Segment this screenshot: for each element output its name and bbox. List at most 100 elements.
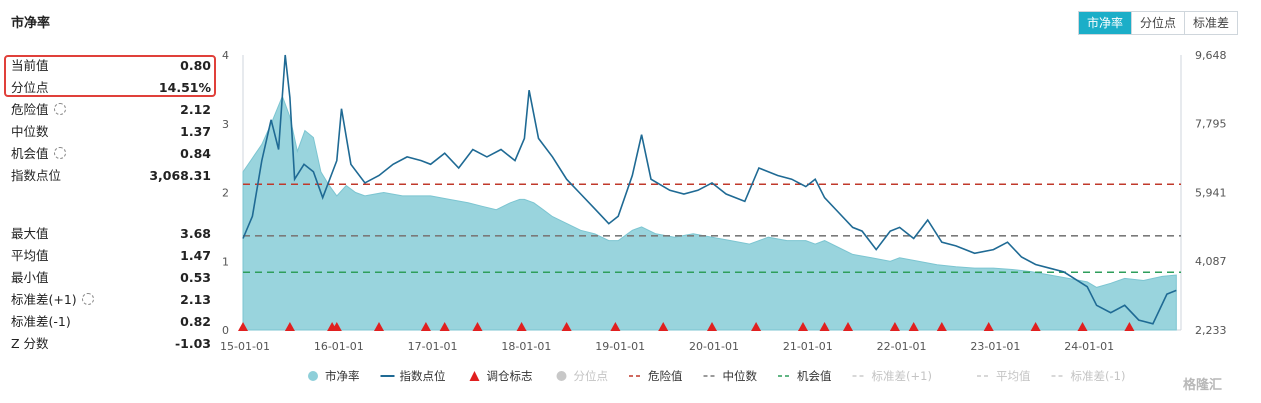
stat-std-minus: 标准差(-1) 0.82 (11, 312, 211, 332)
stat-std-plus: 标准差(+1) 2.13 (11, 290, 211, 310)
x-axis-tick-label: 22-01-01 (877, 340, 927, 353)
x-axis-tick-label: 20-01-01 (689, 340, 739, 353)
stat-danger-value: 危险值 2.12 (11, 100, 211, 120)
rebalance-marker (284, 322, 295, 331)
stat-value: 1.47 (180, 248, 211, 263)
stat-label: 危险值 (11, 102, 49, 117)
rebalance-marker (936, 322, 947, 331)
stat-current-value: 当前值 0.80 (11, 56, 211, 76)
rebalance-marker (1124, 322, 1135, 331)
stat-label: 机会值 (11, 146, 49, 161)
legend-marker (469, 371, 480, 381)
rebalance-marker (374, 322, 385, 331)
left-axis-tick-label: 4 (222, 49, 229, 62)
tab-pb[interactable]: 市净率 (1079, 12, 1132, 34)
legend-marker (556, 371, 567, 381)
x-axis-tick-label: 21-01-01 (783, 340, 833, 353)
rebalance-marker (819, 322, 830, 331)
x-axis-tick-label: 24-01-01 (1064, 340, 1114, 353)
x-axis-tick-label: 19-01-01 (595, 340, 645, 353)
legend-label: 市净率 (325, 369, 360, 383)
right-axis-tick-label: 5,941 (1195, 186, 1227, 199)
left-axis-tick-label: 2 (222, 187, 229, 200)
gear-icon[interactable] (81, 293, 94, 305)
legend-label: 标准差(+1) (872, 369, 932, 383)
rebalance-marker (516, 322, 527, 331)
tab-percentile[interactable]: 分位点 (1131, 12, 1185, 34)
stat-value: 2.12 (180, 102, 211, 117)
gear-icon[interactable] (53, 103, 66, 115)
stat-label: 指数点位 (11, 168, 62, 183)
stat-label: 分位点 (11, 80, 49, 95)
stat-value: 3.68 (180, 226, 211, 241)
stat-label: 当前值 (11, 58, 49, 73)
right-axis-tick-label: 2,233 (1195, 324, 1227, 337)
stat-value: 2.13 (180, 292, 211, 307)
stat-value: 1.37 (180, 124, 211, 139)
rebalance-marker (420, 322, 431, 331)
stat-max: 最大值 3.68 (11, 224, 211, 244)
left-axis-tick-label: 1 (222, 255, 229, 268)
stat-value: 3,068.31 (149, 168, 211, 183)
tab-std-dev[interactable]: 标准差 (1184, 12, 1238, 34)
stats-panel: 当前值 0.80 分位点 14.51% 危险值 2.12 中位数 1.37 机会… (0, 0, 220, 403)
stat-min: 最小值 0.53 (11, 268, 211, 288)
stat-label: 最小值 (11, 270, 49, 285)
rebalance-marker (751, 322, 762, 331)
rebalance-marker (439, 322, 450, 331)
stat-percentile: 分位点 14.51% (11, 78, 211, 98)
rebalance-marker (561, 322, 572, 331)
x-axis-tick-label: 17-01-01 (408, 340, 458, 353)
stat-index-level: 指数点位 3,068.31 (11, 166, 211, 186)
left-axis-tick-label: 3 (222, 118, 229, 131)
legend-label: 分位点 (574, 369, 609, 383)
current-value-highlight (4, 55, 216, 97)
stat-value: -1.03 (174, 336, 211, 351)
stat-opportunity-value: 机会值 0.84 (11, 144, 211, 164)
right-axis-tick-label: 7,795 (1195, 118, 1227, 131)
rebalance-marker (1030, 322, 1041, 331)
stat-label: 中位数 (11, 124, 49, 139)
stat-value: 0.80 (180, 58, 211, 73)
rebalance-marker (797, 322, 808, 331)
legend-label: 危险值 (648, 369, 683, 383)
stat-label: 标准差(+1) (11, 292, 77, 307)
stat-value: 0.82 (180, 314, 211, 329)
stat-median: 中位数 1.37 (11, 122, 211, 142)
right-axis-tick-label: 9,648 (1195, 49, 1227, 62)
stat-label: 最大值 (11, 226, 49, 241)
pb-area (242, 94, 1177, 331)
rebalance-marker (658, 322, 669, 331)
rebalance-marker (238, 322, 248, 331)
legend-label: 机会值 (797, 369, 832, 383)
rebalance-marker (908, 322, 919, 331)
stat-label: 平均值 (11, 248, 49, 263)
rebalance-marker (707, 322, 717, 331)
x-axis-tick-label: 16-01-01 (314, 340, 364, 353)
x-axis-tick-label: 23-01-01 (970, 340, 1020, 353)
index-line (242, 54, 1177, 325)
stat-label: 标准差(-1) (11, 314, 71, 329)
stat-mean: 平均值 1.47 (11, 246, 211, 266)
rebalance-marker (331, 322, 342, 331)
rebalance-marker (1077, 322, 1088, 331)
stat-value: 0.53 (180, 270, 211, 285)
metric-tabs: 市净率 分位点 标准差 (1078, 11, 1239, 35)
legend-label: 中位数 (723, 369, 758, 383)
gear-icon[interactable] (53, 147, 66, 159)
rebalance-marker (610, 322, 621, 331)
legend-label: 平均值 (996, 369, 1031, 383)
right-axis-tick-label: 4,087 (1195, 255, 1227, 268)
legend-label: 标准差(-1) (1071, 369, 1126, 383)
legend-marker (308, 371, 318, 381)
watermark: 格隆汇 (1183, 378, 1223, 393)
x-axis-tick-label: 18-01-01 (501, 340, 551, 353)
legend-label: 调仓标志 (487, 369, 533, 383)
stat-value: 0.84 (180, 146, 211, 161)
stat-z-score: Z 分数 -1.03 (11, 334, 211, 354)
rebalance-marker (889, 322, 900, 331)
rebalance-marker (843, 322, 854, 331)
rebalance-marker (472, 322, 483, 331)
x-axis-tick-label: 15-01-01 (220, 340, 270, 353)
